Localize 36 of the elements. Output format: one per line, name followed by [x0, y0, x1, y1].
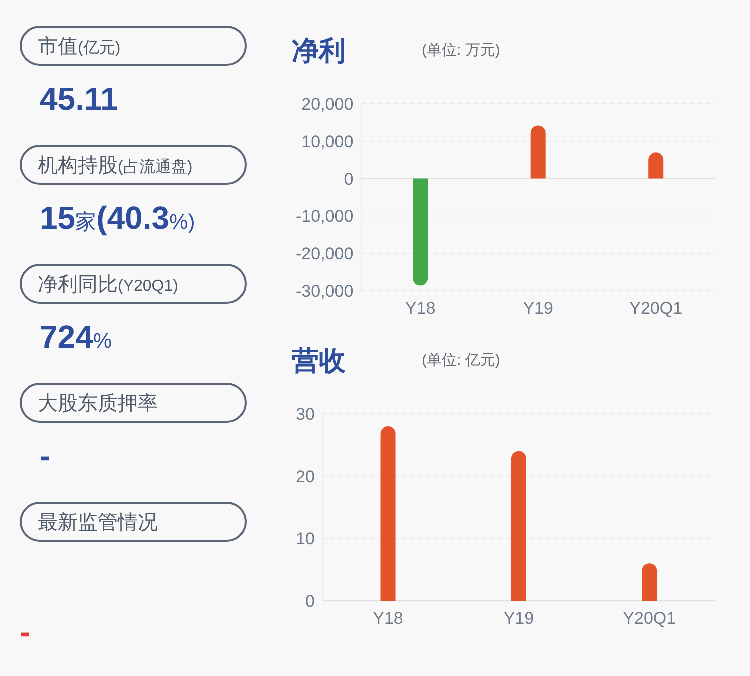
text: -	[20, 614, 31, 650]
y-tick-label: 20	[296, 467, 315, 486]
category-label: 最新监管情况	[38, 512, 158, 534]
chart-subtitle: (单位: 万元)	[422, 42, 500, 59]
text: 724%	[40, 319, 112, 355]
x-tick-label: Y18	[405, 299, 436, 318]
x-tick-label: Y18	[373, 609, 404, 628]
bar	[413, 178, 428, 286]
x-tick-label: Y20Q1	[623, 609, 676, 628]
chart-title: 净利	[292, 36, 346, 66]
bar	[380, 426, 396, 601]
bar	[642, 564, 658, 601]
y-tick-label: 0	[344, 170, 354, 189]
y-tick-label: -10,000	[296, 207, 354, 226]
y-tick-label: 10,000	[302, 132, 354, 152]
category-label: 大股东质押率	[38, 393, 158, 415]
bar	[511, 451, 526, 601]
chart-title: 营收	[291, 346, 347, 376]
text: 45.11	[40, 81, 118, 117]
bar	[530, 126, 546, 179]
category-label: 市值(亿元)	[38, 36, 121, 58]
y-tick-label: 0	[305, 592, 315, 611]
y-tick-label: 20,000	[302, 94, 354, 114]
bar	[648, 152, 664, 179]
y-tick-label: -30,000	[296, 282, 354, 301]
y-tick-label: -20,000	[296, 244, 354, 264]
x-tick-label: Y19	[504, 609, 534, 628]
text: 15家(40.3%)	[40, 200, 196, 236]
category-label: 净利同比(Y20Q1)	[38, 274, 178, 296]
x-tick-label: Y20Q1	[630, 299, 683, 318]
text: -	[40, 438, 51, 474]
x-tick-label: Y19	[523, 299, 554, 318]
y-tick-label: 30	[296, 404, 315, 424]
chart-subtitle: (单位: 亿元)	[422, 352, 500, 369]
category-label: 机构持股(占流通盘)	[38, 155, 193, 177]
y-tick-label: 10	[296, 530, 315, 549]
